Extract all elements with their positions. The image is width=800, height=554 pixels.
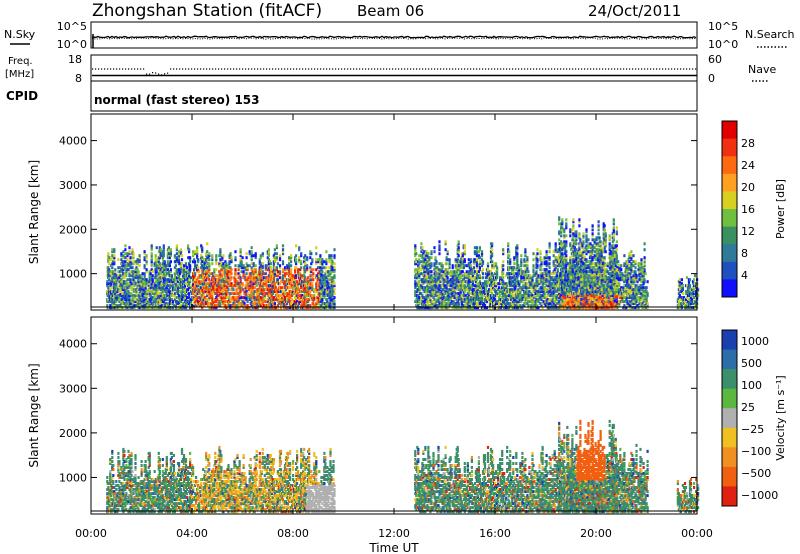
colorbar-tick-label: 20 [741,181,755,194]
colorbar-tick-label: −100 [741,445,771,458]
colorbar-tick-label: −500 [741,467,771,480]
y-tick-label: 4000 [59,135,87,148]
colorbar-frame [721,329,738,507]
nsky-trace [91,34,697,48]
date-label: 24/Oct/2011 [588,2,681,20]
x-tick-label: 12:00 [378,527,410,540]
colorbar: 4 8 12 16 20 24 28 Power [dB] [721,120,787,298]
colorbar-swatch [722,349,737,370]
x-tick-label: 04:00 [176,527,208,540]
nsearch-tick-bottom: 10^0 [708,38,738,51]
y-tick-label: 4000 [59,338,87,351]
colorbar-swatch [722,466,737,487]
colorbar-label: Power [dB] [774,179,787,239]
nsky-tick-bottom: 10^0 [57,38,87,51]
colorbar-tick-label: 24 [741,159,755,172]
x-tick-label: 16:00 [479,527,511,540]
colorbar-swatch [722,388,737,409]
colorbar-swatch [722,209,737,228]
beam-label: Beam 06 [357,2,424,20]
colorbar-swatch [722,330,737,351]
power-panel: 1000 2000 3000 4000 Slant Range [km] 4 8 12 16 20… [27,113,787,311]
nave-tick-top: 60 [708,53,722,66]
colorbar-tick-label: 100 [741,379,762,392]
nsky-strip-frame [90,21,698,49]
freq-label-1: Freq. [8,56,33,67]
colorbar: 1000 500 100 25 −25 −100 −500 −1000 Velocity [m … [721,329,787,507]
colorbar-tick-label: −25 [741,423,764,436]
nsearch-label: N.Search [745,28,795,41]
colorbar-swatch [722,369,737,390]
freq-tick-top: 18 [68,53,82,66]
colorbar-tick-label: 8 [741,247,748,260]
colorbar-swatch [722,427,737,448]
cpid-strip-frame [90,80,698,112]
colorbar-tick-label: 16 [741,203,755,216]
y-tick-label: 1000 [59,268,87,281]
colorbar-swatch [722,191,737,210]
freq-trace [92,68,697,77]
station-title: Zhongshan Station (fitACF) [92,1,322,21]
colorbar-tick-label: 4 [741,269,748,282]
y-tick-label: 3000 [59,179,87,192]
colorbar-swatch [722,486,737,507]
velocity-panel: 1000 2000 3000 4000 Slant Range [km] 00:00 04:… [27,316,787,540]
colorbar-swatch [722,279,737,298]
x-tick-label: 20:00 [580,527,612,540]
nsky-line [92,35,697,39]
nsky-tick-top: 10^5 [57,20,87,33]
mode-label: normal (fast stereo) 153 [94,93,260,107]
y-tick-label: 1000 [59,471,87,484]
x-tick-label: 00:00 [75,527,107,540]
y-tick-label: 2000 [59,427,87,440]
cpid-label: CPID [6,89,38,103]
freq-strip-frame [90,54,698,82]
y-tick-label: 3000 [59,382,87,395]
freq-label-2: [MHz] [5,69,34,80]
freq-tick-bottom: 8 [75,72,82,85]
y-axis-label: Slant Range [km] [27,160,41,264]
colorbar-swatch [722,138,737,157]
colorbar-tick-label: 12 [741,225,755,238]
colorbar-tick-label: −1000 [741,489,778,502]
colorbar-label: Velocity [m s⁻¹] [774,375,787,460]
x-tick-label: 00:00 [681,527,713,540]
nave-tick-bottom: 0 [708,72,715,85]
nave-label: Nave [748,63,776,76]
colorbar-swatch [722,121,737,140]
nsky-label: N.Sky [4,28,36,41]
colorbar-tick-label: 25 [741,401,755,414]
colorbar-swatch [722,244,737,263]
x-tick-label: 08:00 [277,527,309,540]
echo-cells [106,216,700,310]
y-axis-label: Slant Range [km] [27,363,41,467]
colorbar-tick-label: 1000 [741,335,769,348]
nsearch-tick-top: 10^5 [708,20,738,33]
y-tick-label: 2000 [59,223,87,236]
nsearch-line [91,37,697,40]
colorbar-swatch [722,447,737,468]
colorbar-tick-label: 28 [741,137,755,150]
colorbar-swatch [722,408,737,429]
x-axis-label: Time UT [368,541,419,554]
echo-cells [106,419,700,514]
colorbar-swatch [722,173,737,192]
colorbar-swatch [722,261,737,280]
colorbar-swatch [722,156,737,175]
nave-dots [92,68,697,76]
colorbar-tick-label: 500 [741,357,762,370]
colorbar-swatch [722,226,737,245]
colorbar-frame [721,120,738,298]
